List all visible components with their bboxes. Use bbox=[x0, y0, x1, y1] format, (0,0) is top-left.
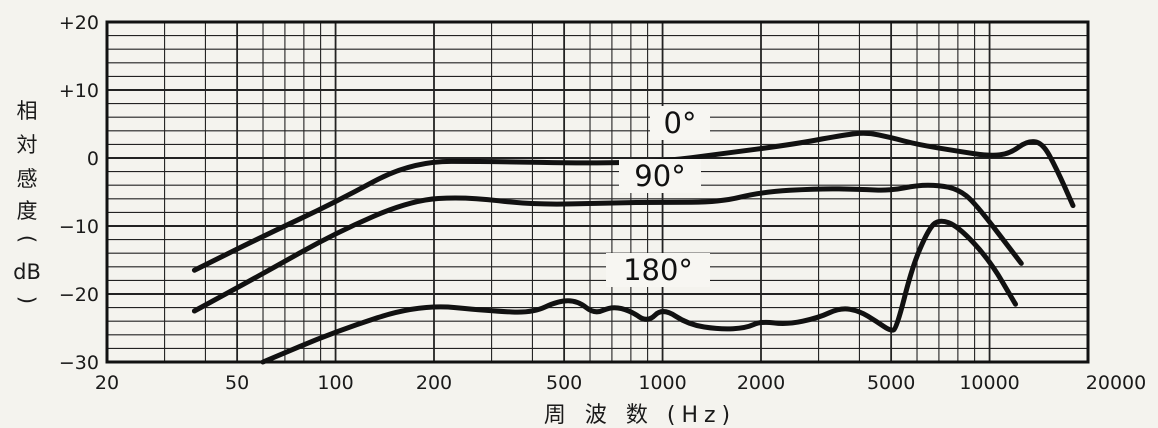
y-tick-label: 0 bbox=[87, 148, 99, 170]
x-axis-label: 周 波 数 (Hz) bbox=[544, 403, 736, 428]
y-axis-label-char: dB bbox=[13, 260, 41, 284]
y-axis-label-char: 感 bbox=[17, 167, 38, 191]
y-axis-label-char: 対 bbox=[17, 133, 38, 157]
series-line-0 bbox=[191, 130, 1076, 273]
angle-label: 90° bbox=[634, 159, 685, 193]
y-tick-label: +20 bbox=[59, 12, 99, 34]
x-tick-label: 200 bbox=[416, 372, 452, 394]
y-tick-label: +10 bbox=[59, 80, 99, 102]
y-tick-label: −30 bbox=[59, 352, 99, 374]
y-tick-label: −20 bbox=[59, 284, 99, 306]
series-line-1 bbox=[191, 182, 1024, 314]
y-tick-labels: +20 +10 0 −10 −20 −30 bbox=[59, 12, 99, 374]
y-axis-label-char: 度 bbox=[17, 199, 38, 223]
x-tick-label: 20000 bbox=[1086, 372, 1146, 394]
y-axis-label-char: ) bbox=[15, 296, 39, 304]
angle-label-box bbox=[650, 106, 710, 140]
angle-label: 0° bbox=[664, 106, 697, 140]
y-axis-label-char: ( bbox=[15, 235, 39, 243]
x-tick-label: 1000 bbox=[638, 372, 686, 394]
x-tick-labels: 20 50 100 200 500 1000 2000 5000 10000 20000 bbox=[95, 372, 1146, 394]
angle-label-box bbox=[619, 159, 701, 193]
series-line-2 bbox=[260, 218, 1018, 365]
angle-label-box bbox=[606, 253, 710, 287]
x-tick-label: 10000 bbox=[959, 372, 1019, 394]
angle-label: 180° bbox=[623, 253, 693, 287]
x-tick-label: 50 bbox=[225, 372, 249, 394]
x-tick-label: 2000 bbox=[737, 372, 785, 394]
plot-frame bbox=[105, 20, 1090, 364]
x-tick-label: 500 bbox=[546, 372, 582, 394]
y-tick-label: −10 bbox=[59, 216, 99, 238]
response-curves bbox=[191, 130, 1076, 365]
x-tick-label: 5000 bbox=[867, 372, 915, 394]
y-axis-label-char: 相 bbox=[17, 99, 38, 123]
x-tick-label: 100 bbox=[317, 372, 353, 394]
angle-labels: 0° 90° 180° bbox=[606, 106, 710, 287]
x-tick-label: 20 bbox=[95, 372, 119, 394]
